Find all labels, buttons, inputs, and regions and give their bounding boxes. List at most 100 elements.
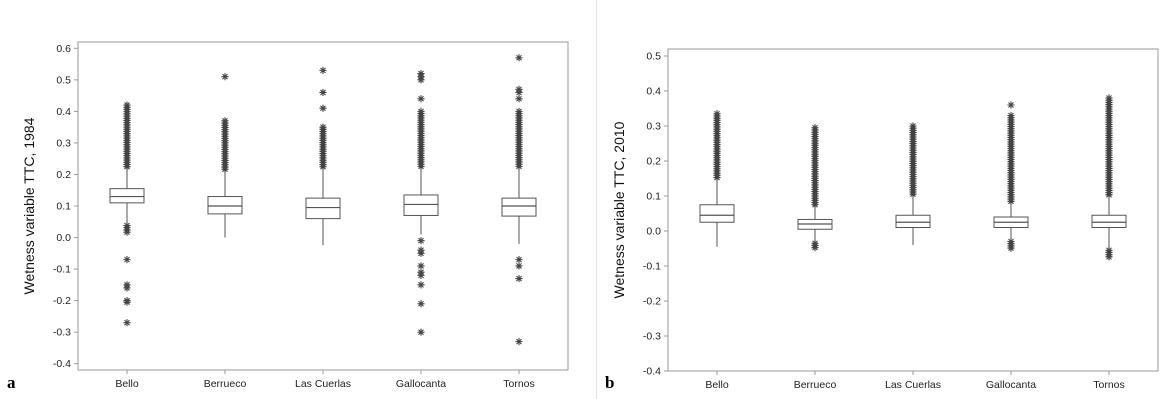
- y-tick-label: 0.4: [56, 106, 71, 118]
- outlier-cluster-core: [1106, 250, 1112, 258]
- y-tick-label: -0.4: [643, 366, 661, 378]
- y-tick-label: 0.1: [56, 201, 71, 213]
- y-tick-label: -0.1: [643, 261, 661, 273]
- outlier-star: [417, 249, 425, 257]
- x-tick-label: Berrueco: [794, 379, 837, 391]
- outlier-star: [319, 66, 327, 74]
- outlier-cluster-core: [418, 111, 424, 169]
- boxplot-las-cuerlas: [895, 122, 931, 245]
- outlier-star: [515, 256, 523, 264]
- lower-outlier-cluster: [1105, 246, 1113, 261]
- upper-outlier-cluster: [713, 110, 721, 182]
- outlier-star: [319, 104, 327, 112]
- y-tick-label: 0.5: [56, 74, 71, 86]
- y-axis-label: Wetness variable TTC, 1984: [21, 117, 37, 294]
- outlier-star: [417, 281, 425, 289]
- upper-outlier-cluster: [1105, 94, 1113, 199]
- outlier-star-path: [515, 338, 523, 346]
- y-tick-label: 0.5: [646, 51, 661, 63]
- boxplot-tornos: [1091, 94, 1127, 261]
- outlier-cluster-core: [812, 127, 818, 207]
- upper-outlier-cluster: [319, 123, 327, 171]
- lower-outlier-cluster: [1007, 237, 1015, 252]
- outlier-star-path: [417, 328, 425, 336]
- outlier-star: [515, 95, 523, 103]
- x-tick-label: Tornos: [503, 378, 535, 390]
- outlier-star-path: [417, 249, 425, 257]
- outlier-cluster-core: [1106, 98, 1112, 196]
- y-tick-label: -0.1: [53, 264, 71, 276]
- iqr-box: [305, 197, 341, 220]
- y-tick-label: -0.3: [643, 331, 661, 343]
- outlier-star-path: [319, 104, 327, 112]
- outlier-star-path: [221, 73, 229, 81]
- lower-outlier-cluster: [123, 221, 131, 236]
- outlier-star-path: [123, 298, 131, 306]
- upper-outlier-cluster: [417, 107, 425, 170]
- outlier-star: [221, 73, 229, 81]
- x-tick-label: Bello: [705, 379, 729, 391]
- upper-outlier-cluster: [515, 107, 523, 170]
- outlier-star-path: [319, 66, 327, 74]
- y-tick-label: 0.0: [56, 232, 71, 244]
- outlier-cluster-core: [1008, 241, 1014, 251]
- outlier-star-path: [515, 262, 523, 270]
- boxplot-2010: -0.4 -0.3 -0.2 -0.1 0.0 0.1 0.2 0.3 0.4 0.5 Wetnes…: [611, 48, 1159, 391]
- outlier-star: [1007, 101, 1015, 109]
- upper-outlier-cluster: [1007, 111, 1015, 205]
- boxplot-las-cuerlas: [305, 66, 341, 246]
- outlier-star-path: [417, 262, 425, 270]
- upper-outlier-cluster: [123, 101, 131, 171]
- chart-panel-b: -0.4 -0.3 -0.2 -0.1 0.0 0.1 0.2 0.3 0.4 0.5 Wetnes…: [597, 0, 1168, 399]
- outlier-cluster-core: [812, 243, 818, 249]
- outlier-star-path: [417, 237, 425, 245]
- x-tick-label: Tornos: [1093, 379, 1125, 391]
- outlier-star: [417, 262, 425, 270]
- outlier-star-path: [515, 274, 523, 283]
- iqr-box: [109, 188, 145, 204]
- outlier-star: [417, 69, 425, 78]
- outlier-star: [417, 328, 425, 336]
- outlier-star: [515, 338, 523, 346]
- iqr-box: [501, 197, 537, 217]
- outlier-cluster-core: [714, 113, 720, 179]
- upper-outlier-cluster: [221, 117, 229, 173]
- iqr-box: [699, 204, 735, 223]
- outlier-star: [123, 256, 131, 264]
- y-tick-label: 0.3: [646, 121, 661, 133]
- outlier-star-path: [417, 271, 425, 279]
- panel-label-b: b: [605, 373, 615, 392]
- outlier-star: [123, 284, 131, 292]
- iqr-box: [207, 196, 243, 215]
- x-tick-label: Bello: [115, 378, 139, 390]
- x-tick-label: Gallocanta: [396, 378, 446, 390]
- y-tick-label: 0.1: [646, 191, 661, 203]
- outlier-cluster-core: [1008, 115, 1014, 203]
- outlier-star: [417, 95, 425, 103]
- outlier-star: [123, 319, 131, 327]
- boxplot-tornos: [501, 54, 537, 346]
- y-tick-label: -0.2: [643, 296, 661, 308]
- boxplot-berrueco: [207, 73, 243, 238]
- upper-outlier-cluster: [909, 122, 917, 198]
- lower-outlier-cluster: [811, 239, 819, 252]
- outlier-cluster-core: [124, 225, 130, 233]
- outlier-star: [417, 237, 425, 245]
- outlier-star-path: [417, 69, 425, 78]
- y-tick-label: 0.2: [56, 169, 71, 181]
- outlier-cluster-core: [320, 127, 326, 169]
- outlier-star-path: [417, 95, 425, 103]
- chart-panel-a: -0.4 -0.3 -0.2 -0.1 0.0 0.1 0.2 0.3 0.4 0.5 0.6 Wet…: [7, 0, 597, 399]
- outlier-star-path: [123, 319, 131, 327]
- outlier-star-path: [1007, 101, 1015, 109]
- x-tick-label: Las Cuerlas: [885, 379, 941, 391]
- y-tick-label: -0.3: [53, 327, 71, 339]
- outlier-star-path: [123, 284, 131, 292]
- outlier-star-path: [515, 54, 523, 62]
- boxplot-bello: [699, 110, 735, 247]
- outlier-star: [515, 262, 523, 270]
- iqr-box: [1091, 214, 1127, 228]
- boxplot-1984: -0.4 -0.3 -0.2 -0.1 0.0 0.1 0.2 0.3 0.4 0.5 0.6 Wet…: [21, 41, 569, 390]
- y-axis-label: Wetness variable TTC, 2010: [611, 121, 627, 298]
- y-tick-label: 0.3: [56, 137, 71, 149]
